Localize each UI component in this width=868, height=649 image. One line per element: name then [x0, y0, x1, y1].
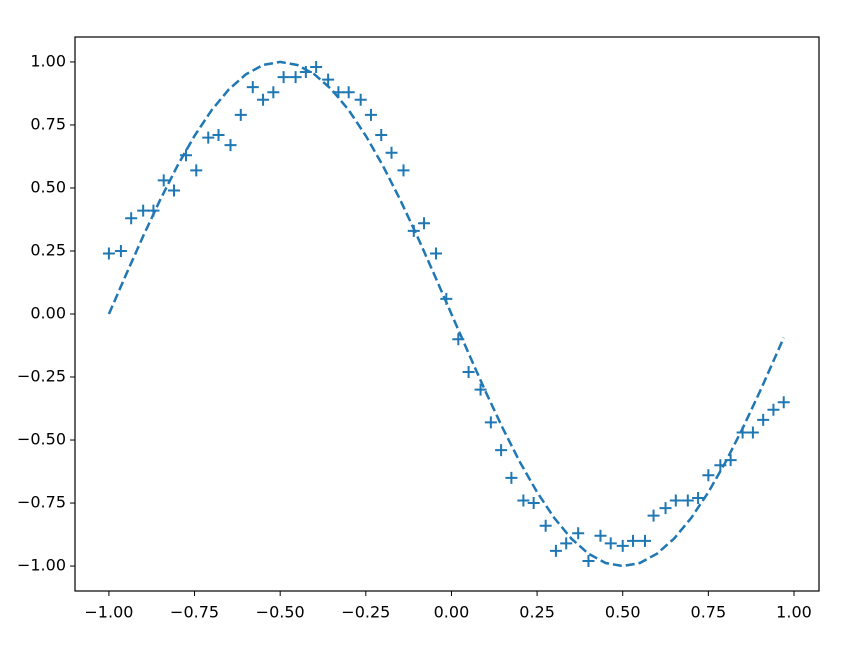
scatter-point — [767, 403, 780, 416]
y-tick-label: −0.25 — [17, 367, 66, 386]
x-tick-label: −0.75 — [170, 603, 219, 622]
scatter-point — [560, 537, 573, 550]
y-tick-label: 0.00 — [30, 304, 66, 323]
scatter-point — [167, 184, 180, 197]
scatter-point — [505, 471, 518, 484]
scatter-point — [212, 129, 225, 142]
x-tick-label: −0.25 — [341, 603, 390, 622]
scatter-point — [202, 131, 215, 144]
scatter-point — [777, 396, 790, 409]
scatter-point — [125, 212, 138, 225]
x-tick-label: −0.50 — [256, 603, 305, 622]
scatter-point — [681, 494, 694, 507]
scatter-point — [397, 164, 410, 177]
line — [107, 60, 785, 568]
scatter-point — [659, 502, 672, 515]
scatter-point — [647, 509, 660, 522]
scatter-point — [157, 174, 170, 187]
y-tick-label: −1.00 — [17, 556, 66, 575]
scatter-point — [385, 146, 398, 159]
scatter-point — [495, 444, 508, 457]
axes-frame — [74, 36, 820, 592]
scatter-point — [246, 81, 259, 94]
scatter-point — [616, 539, 629, 552]
y-tick-label: −0.75 — [17, 493, 66, 512]
scatter-point — [462, 365, 475, 378]
scatter-point — [310, 60, 323, 73]
scatter-point — [137, 204, 150, 217]
scatter-point — [418, 217, 431, 230]
scatter-point — [594, 529, 607, 542]
y-tick-label: 0.75 — [30, 114, 66, 133]
scatter-point — [517, 494, 530, 507]
x-tick-label: 0.50 — [605, 603, 641, 622]
scatter-point — [638, 534, 651, 547]
x-tick-label: 0.00 — [434, 603, 470, 622]
x-tick-label: 0.75 — [691, 603, 727, 622]
plot-area — [75, 37, 819, 591]
x-tick-label: 1.00 — [776, 603, 812, 622]
scatter-point — [114, 244, 127, 257]
scatter-point — [234, 108, 247, 121]
x-tick-label: −1.00 — [84, 603, 133, 622]
y-tick-label: 0.50 — [30, 177, 66, 196]
scatter-point — [375, 129, 388, 142]
x-tick-label: 0.25 — [519, 603, 555, 622]
scatter-point — [102, 247, 115, 260]
scatter-point — [539, 519, 552, 532]
scatter-point — [702, 469, 715, 482]
scatter-point — [746, 426, 759, 439]
scatter-point — [299, 66, 312, 79]
scatter-point — [549, 544, 562, 557]
scatter-point — [757, 413, 770, 426]
scatter-point — [572, 527, 585, 540]
scatter-point — [179, 149, 192, 162]
scatter-point — [224, 139, 237, 152]
scatter-point — [604, 537, 617, 550]
scatter-point — [692, 491, 705, 504]
scatter-point — [257, 93, 270, 106]
scatter-point — [322, 73, 335, 86]
scatter-point — [430, 247, 443, 260]
scatter-point — [289, 71, 302, 84]
scatter-point — [627, 534, 639, 547]
scatter-point — [364, 108, 377, 121]
scatter-point — [354, 93, 367, 106]
scatter-point — [527, 497, 540, 510]
scatter-point — [669, 494, 682, 507]
scatter-point — [582, 555, 595, 568]
y-tick-label: −0.50 — [17, 430, 66, 449]
scatter-point — [484, 416, 497, 429]
scatter-point — [277, 71, 290, 84]
scatter-point — [342, 86, 355, 99]
scatter-point — [474, 383, 487, 396]
y-tick-label: 1.00 — [30, 51, 66, 70]
scatter-point — [267, 86, 280, 99]
y-tick-label: 0.25 — [30, 240, 66, 259]
scatter-point — [190, 164, 203, 177]
